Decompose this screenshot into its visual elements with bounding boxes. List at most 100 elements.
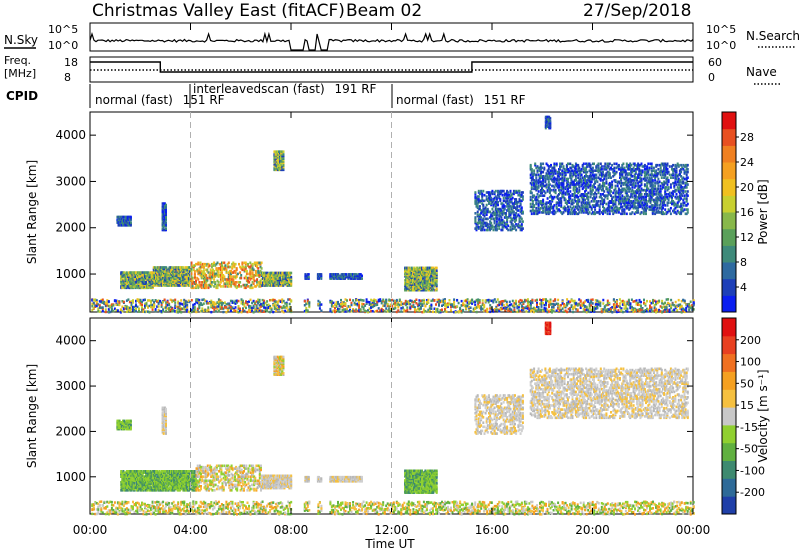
scatter-mark <box>277 281 280 284</box>
scatter-mark <box>196 269 199 273</box>
scatter-mark <box>490 191 493 194</box>
scatter-mark <box>410 273 413 277</box>
scatter-mark <box>578 169 581 172</box>
ground-scatter-mark <box>272 304 275 307</box>
ground-scatter-mark <box>465 299 468 303</box>
scatter-mark <box>530 205 533 209</box>
scatter-mark <box>419 283 422 286</box>
scatter-mark <box>548 200 551 203</box>
scatter-mark <box>125 285 128 288</box>
scatter-mark <box>537 184 540 188</box>
scatter-mark <box>282 158 285 162</box>
ground-scatter-mark <box>667 298 670 301</box>
scatter-mark <box>280 156 283 159</box>
scatter-mark <box>131 274 134 277</box>
ground-scatter-mark <box>119 308 122 311</box>
scatter-mark <box>521 212 524 215</box>
scatter-mark <box>500 212 503 215</box>
scatter-mark <box>482 199 485 203</box>
ground-scatter-mark <box>260 305 263 308</box>
scatter-mark <box>276 165 279 169</box>
ground-scatter-mark <box>460 309 463 313</box>
scatter-mark <box>354 274 357 278</box>
scatter-mark <box>137 274 140 277</box>
scatter-mark <box>259 274 262 277</box>
ground-scatter-mark <box>602 302 605 305</box>
scatter-mark <box>204 274 207 277</box>
ground-scatter-mark <box>144 310 146 314</box>
scatter-mark <box>228 265 231 269</box>
scatter-mark <box>155 280 158 283</box>
ground-scatter-mark <box>460 304 463 307</box>
scatter-mark <box>435 283 438 286</box>
scatter-mark <box>415 275 418 278</box>
scatter-mark <box>143 281 146 284</box>
scatter-mark <box>515 191 518 194</box>
ground-scatter-mark <box>606 299 609 303</box>
ground-scatter-mark <box>403 302 406 305</box>
scatter-mark <box>263 280 266 283</box>
scatter-mark <box>218 262 221 266</box>
scatter-mark <box>230 269 233 273</box>
ground-scatter-mark <box>593 307 596 311</box>
scatter-mark <box>486 209 489 212</box>
scatter-mark <box>330 273 333 276</box>
scatter-mark <box>244 261 247 265</box>
scatter-mark <box>245 278 248 281</box>
scatter-mark <box>556 179 559 182</box>
ground-scatter-mark <box>344 303 347 306</box>
scatter-mark <box>153 275 156 279</box>
ground-scatter-mark <box>101 306 104 309</box>
scatter-mark <box>415 283 418 286</box>
scatter-mark <box>175 271 178 275</box>
scatter-mark <box>281 274 284 278</box>
ground-scatter-mark <box>150 305 152 309</box>
scatter-mark <box>209 268 212 272</box>
scatter-mark <box>514 220 516 223</box>
scatter-mark <box>410 269 413 272</box>
scatter-mark <box>545 205 548 209</box>
scatter-mark <box>129 276 132 280</box>
scatter-mark <box>274 278 277 282</box>
scatter-mark <box>174 270 177 273</box>
ground-scatter-mark <box>101 308 104 311</box>
scatter-mark <box>269 274 272 278</box>
ground-scatter-mark <box>569 300 572 303</box>
scatter-mark <box>285 278 288 282</box>
scatter-mark <box>271 275 273 279</box>
scatter-mark <box>133 285 136 288</box>
scatter-mark <box>223 267 226 270</box>
ground-scatter-mark <box>210 301 213 304</box>
scatter-mark <box>485 221 488 225</box>
scatter-mark <box>286 280 289 283</box>
scatter-mark <box>167 271 170 275</box>
scatter-mark <box>413 270 416 274</box>
scatter-mark <box>574 179 577 182</box>
scatter-mark <box>221 264 223 267</box>
scatter-mark <box>280 167 283 170</box>
scatter-mark <box>149 275 152 278</box>
scatter-mark <box>289 281 292 284</box>
scatter-mark <box>545 125 548 128</box>
scatter-mark <box>547 183 550 186</box>
scatter-mark <box>574 165 577 168</box>
scatter-mark <box>478 214 481 218</box>
scatter-mark <box>122 271 125 274</box>
ground-scatter-mark <box>187 310 190 314</box>
scatter-mark <box>243 269 246 273</box>
scatter-mark <box>152 284 155 287</box>
scatter-mark <box>361 274 363 278</box>
scatter-mark <box>116 219 119 223</box>
ground-scatter-mark <box>168 307 171 310</box>
scatter-mark <box>120 218 123 222</box>
ground-scatter-mark <box>603 305 606 308</box>
ground-scatter-mark <box>329 301 332 304</box>
ground-scatter-mark <box>318 307 321 310</box>
ground-scatter-mark <box>466 301 469 304</box>
scatter-mark <box>531 194 534 197</box>
scatter-mark <box>122 279 125 283</box>
scatter-mark <box>559 166 562 170</box>
ground-scatter-mark <box>236 301 238 304</box>
scatter-mark <box>558 201 560 204</box>
scatter-mark <box>143 275 146 278</box>
